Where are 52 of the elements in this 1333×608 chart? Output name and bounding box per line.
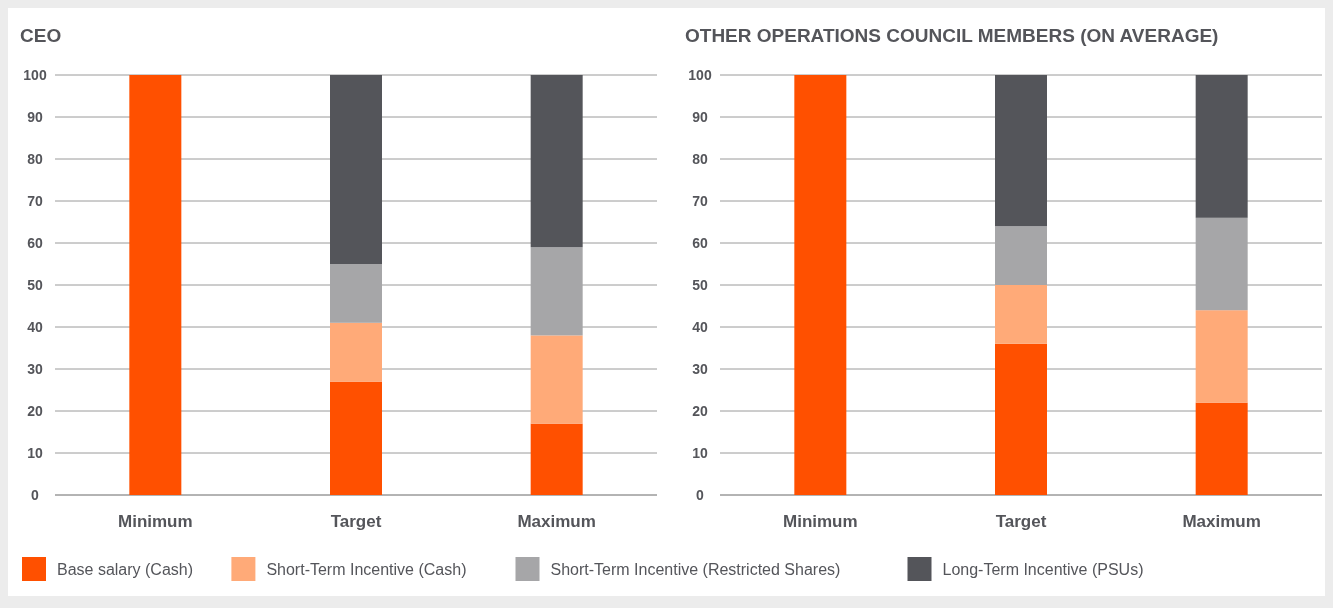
bar — [995, 285, 1047, 344]
x-tick-label: Maximum — [517, 512, 596, 531]
x-tick-label: Minimum — [118, 512, 193, 531]
y-tick-label: 90 — [692, 109, 708, 125]
chart-title: CEO — [20, 25, 62, 46]
bar — [330, 322, 382, 382]
bar — [1195, 75, 1248, 218]
bar — [995, 343, 1047, 495]
bar — [1195, 402, 1248, 495]
chart-title: OTHER OPERATIONS COUNCIL MEMBERS (ON AVERAGE) — [685, 25, 1219, 46]
y-tick-label: 80 — [692, 151, 708, 167]
bar — [330, 264, 382, 323]
bar — [129, 75, 182, 495]
legend-label: Long-Term Incentive (PSUs) — [942, 561, 1144, 578]
bar — [530, 423, 583, 495]
bar — [1195, 310, 1248, 403]
legend-label: Base salary (Cash) — [57, 561, 194, 578]
y-tick-label: 60 — [27, 235, 43, 251]
bar — [530, 75, 583, 248]
bar — [530, 335, 583, 424]
y-tick-label: 20 — [27, 403, 43, 419]
x-tick-label: Target — [995, 512, 1047, 531]
bar — [1195, 217, 1248, 311]
y-tick-label: 0 — [696, 487, 705, 503]
y-tick-label: 80 — [27, 151, 43, 167]
x-tick-label: Minimum — [783, 512, 858, 531]
y-tick-label: 90 — [27, 109, 43, 125]
y-tick-label: 10 — [692, 445, 708, 461]
bar — [330, 381, 382, 495]
y-tick-label: 60 — [692, 235, 708, 251]
y-tick-label: 50 — [692, 277, 708, 293]
y-tick-label: 50 — [27, 277, 43, 293]
x-tick-label: Target — [330, 512, 382, 531]
legend-label: Short-Term Incentive (Restricted Shares) — [550, 561, 841, 578]
bar — [530, 247, 583, 336]
y-tick-label: 70 — [27, 193, 43, 209]
bar — [995, 75, 1047, 227]
y-tick-label: 30 — [692, 361, 708, 377]
y-tick-label: 10 — [27, 445, 43, 461]
y-tick-label: 70 — [692, 193, 708, 209]
bar — [330, 75, 382, 264]
y-tick-label: 40 — [27, 319, 43, 335]
y-tick-label: 0 — [31, 487, 40, 503]
bar — [794, 75, 847, 495]
y-tick-label: 100 — [23, 67, 47, 83]
y-tick-label: 40 — [692, 319, 708, 335]
legend-label: Short-Term Incentive (Cash) — [266, 561, 467, 578]
y-tick-label: 30 — [27, 361, 43, 377]
x-tick-label: Maximum — [1182, 512, 1261, 531]
bar — [995, 226, 1047, 285]
y-tick-label: 100 — [688, 67, 712, 83]
y-tick-label: 20 — [692, 403, 708, 419]
